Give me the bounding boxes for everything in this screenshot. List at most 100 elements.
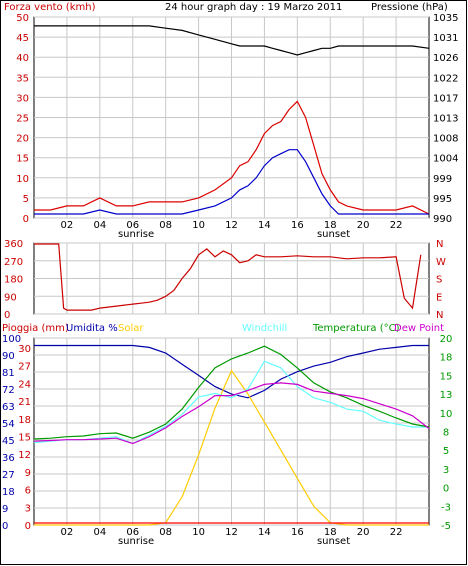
legend-solar: Solar bbox=[118, 323, 144, 334]
x-tick-label: 20 bbox=[357, 527, 370, 538]
rain-y-tick: 15 bbox=[18, 433, 31, 444]
x-tick-label: 18 bbox=[324, 527, 337, 538]
x-tick-label: 14 bbox=[258, 220, 271, 231]
rain-y-tick: 3 bbox=[25, 503, 31, 514]
direction-compass-tick: N bbox=[436, 239, 443, 250]
legend-humidity: Umidita % bbox=[66, 323, 118, 334]
pressure-y-tick: 999 bbox=[433, 174, 452, 185]
direction-y-tick: 90 bbox=[4, 292, 17, 303]
series-windchill-line bbox=[33, 360, 429, 445]
pressure-y-tick: 1022 bbox=[433, 73, 458, 84]
pressure-title: Pressione (hPa) bbox=[371, 2, 448, 13]
wind-y-tick: 45 bbox=[16, 33, 29, 44]
direction-y-tick: 270 bbox=[4, 257, 23, 268]
legend-temperature: Temperatura (°C) bbox=[312, 323, 400, 334]
grid-layer bbox=[34, 16, 429, 526]
sunrise-label: sunrise bbox=[118, 536, 154, 547]
wind-y-tick: 50 bbox=[16, 13, 29, 24]
series-pressure-line bbox=[34, 25, 430, 56]
temperature-y-tick: 5 bbox=[443, 446, 449, 457]
series-layer bbox=[33, 25, 430, 526]
wind-y-tick: 15 bbox=[16, 154, 29, 165]
rain-y-tick: 12 bbox=[18, 450, 31, 461]
direction-compass-tick: E bbox=[436, 292, 442, 303]
humidity-y-tick: 54 bbox=[2, 419, 15, 430]
pressure-y-tick: 1008 bbox=[433, 134, 458, 145]
humidity-y-tick: 27 bbox=[2, 470, 15, 481]
x-tick-label: 20 bbox=[357, 220, 370, 231]
series-solar-line bbox=[34, 369, 429, 526]
wind-y-tick: 40 bbox=[16, 53, 29, 64]
temperature-y-tick: 18 bbox=[440, 353, 453, 364]
temperature-y-tick: -5 bbox=[441, 521, 451, 532]
series-umidita--line bbox=[34, 344, 429, 399]
wind-y-tick: 35 bbox=[16, 73, 29, 84]
wind-y-tick: 20 bbox=[16, 134, 29, 145]
direction-compass-tick: W bbox=[436, 257, 446, 268]
humidity-y-tick: 90 bbox=[2, 351, 15, 362]
pressure-y-tick: 1035 bbox=[433, 13, 458, 24]
wind-y-tick: 30 bbox=[16, 93, 29, 104]
rain-y-tick: 18 bbox=[18, 415, 31, 426]
pressure-y-tick: 990 bbox=[433, 214, 452, 225]
chart-title: 24 hour graph day : 19 Marzo 2011 bbox=[165, 2, 342, 13]
humidity-y-tick: 9 bbox=[2, 504, 8, 515]
rain-y-tick: 30 bbox=[18, 344, 31, 355]
rain-y-tick: 27 bbox=[18, 362, 31, 373]
wind-y-tick: 10 bbox=[16, 174, 29, 185]
rain-y-tick: 0 bbox=[25, 521, 31, 532]
legend-dewpoint: Dew Point bbox=[394, 323, 444, 334]
x-tick-label: 08 bbox=[159, 527, 172, 538]
series-temperatura-c--line bbox=[33, 345, 430, 440]
temperature-y-tick: 8 bbox=[443, 428, 449, 439]
direction-y-tick: 360 bbox=[4, 239, 23, 250]
temperature-y-tick: 3 bbox=[443, 465, 449, 476]
pressure-y-tick: 1017 bbox=[433, 93, 458, 104]
direction-compass-tick: N bbox=[436, 310, 443, 321]
humidity-y-tick: 72 bbox=[2, 385, 15, 396]
series-dew-point-line bbox=[33, 382, 430, 445]
x-tick-label: 10 bbox=[192, 527, 205, 538]
humidity-y-tick: 45 bbox=[2, 436, 15, 447]
humidity-y-tick: 100 bbox=[2, 334, 21, 345]
humidity-y-tick: 36 bbox=[2, 453, 15, 464]
x-tick-label: 18 bbox=[324, 220, 337, 231]
pressure-y-tick: 995 bbox=[433, 194, 452, 205]
rain-y-tick: 24 bbox=[18, 379, 31, 390]
x-tick-label: 02 bbox=[61, 527, 74, 538]
temperature-y-tick: 20 bbox=[440, 334, 453, 345]
x-tick-label: 08 bbox=[159, 220, 172, 231]
x-tick-label: 12 bbox=[225, 527, 238, 538]
humidity-y-tick: 63 bbox=[2, 402, 15, 413]
x-tick-label: 22 bbox=[390, 220, 403, 231]
x-tick-label: 12 bbox=[225, 220, 238, 231]
wind-y-tick: 0 bbox=[23, 214, 29, 225]
pressure-y-tick: 1004 bbox=[433, 154, 458, 165]
direction-compass-tick: S bbox=[436, 275, 442, 286]
direction-y-tick: 180 bbox=[4, 275, 23, 286]
wind-y-tick: 25 bbox=[16, 114, 29, 125]
pressure-y-tick: 1031 bbox=[433, 33, 458, 44]
series-direction-line bbox=[34, 243, 422, 311]
x-tick-label: 04 bbox=[93, 527, 106, 538]
temperature-y-tick: 13 bbox=[440, 390, 453, 401]
sunset-label: sunset bbox=[317, 229, 350, 240]
temperature-y-tick: 10 bbox=[440, 409, 453, 420]
series-gust-line bbox=[34, 100, 430, 215]
x-tick-label: 16 bbox=[291, 527, 304, 538]
temperature-y-tick: 15 bbox=[440, 371, 453, 382]
rain-y-tick: 9 bbox=[25, 468, 31, 479]
sunrise-label: sunrise bbox=[118, 229, 154, 240]
series-average-line bbox=[34, 149, 429, 215]
x-tick-label: 10 bbox=[192, 220, 205, 231]
x-tick-label: 16 bbox=[291, 220, 304, 231]
pressure-y-tick: 1026 bbox=[433, 53, 458, 64]
temperature-y-tick: -3 bbox=[441, 502, 451, 513]
humidity-y-tick: 0 bbox=[2, 521, 8, 532]
sunset-label: sunset bbox=[317, 536, 350, 547]
x-tick-label: 22 bbox=[390, 527, 403, 538]
x-tick-label: 06 bbox=[126, 220, 139, 231]
